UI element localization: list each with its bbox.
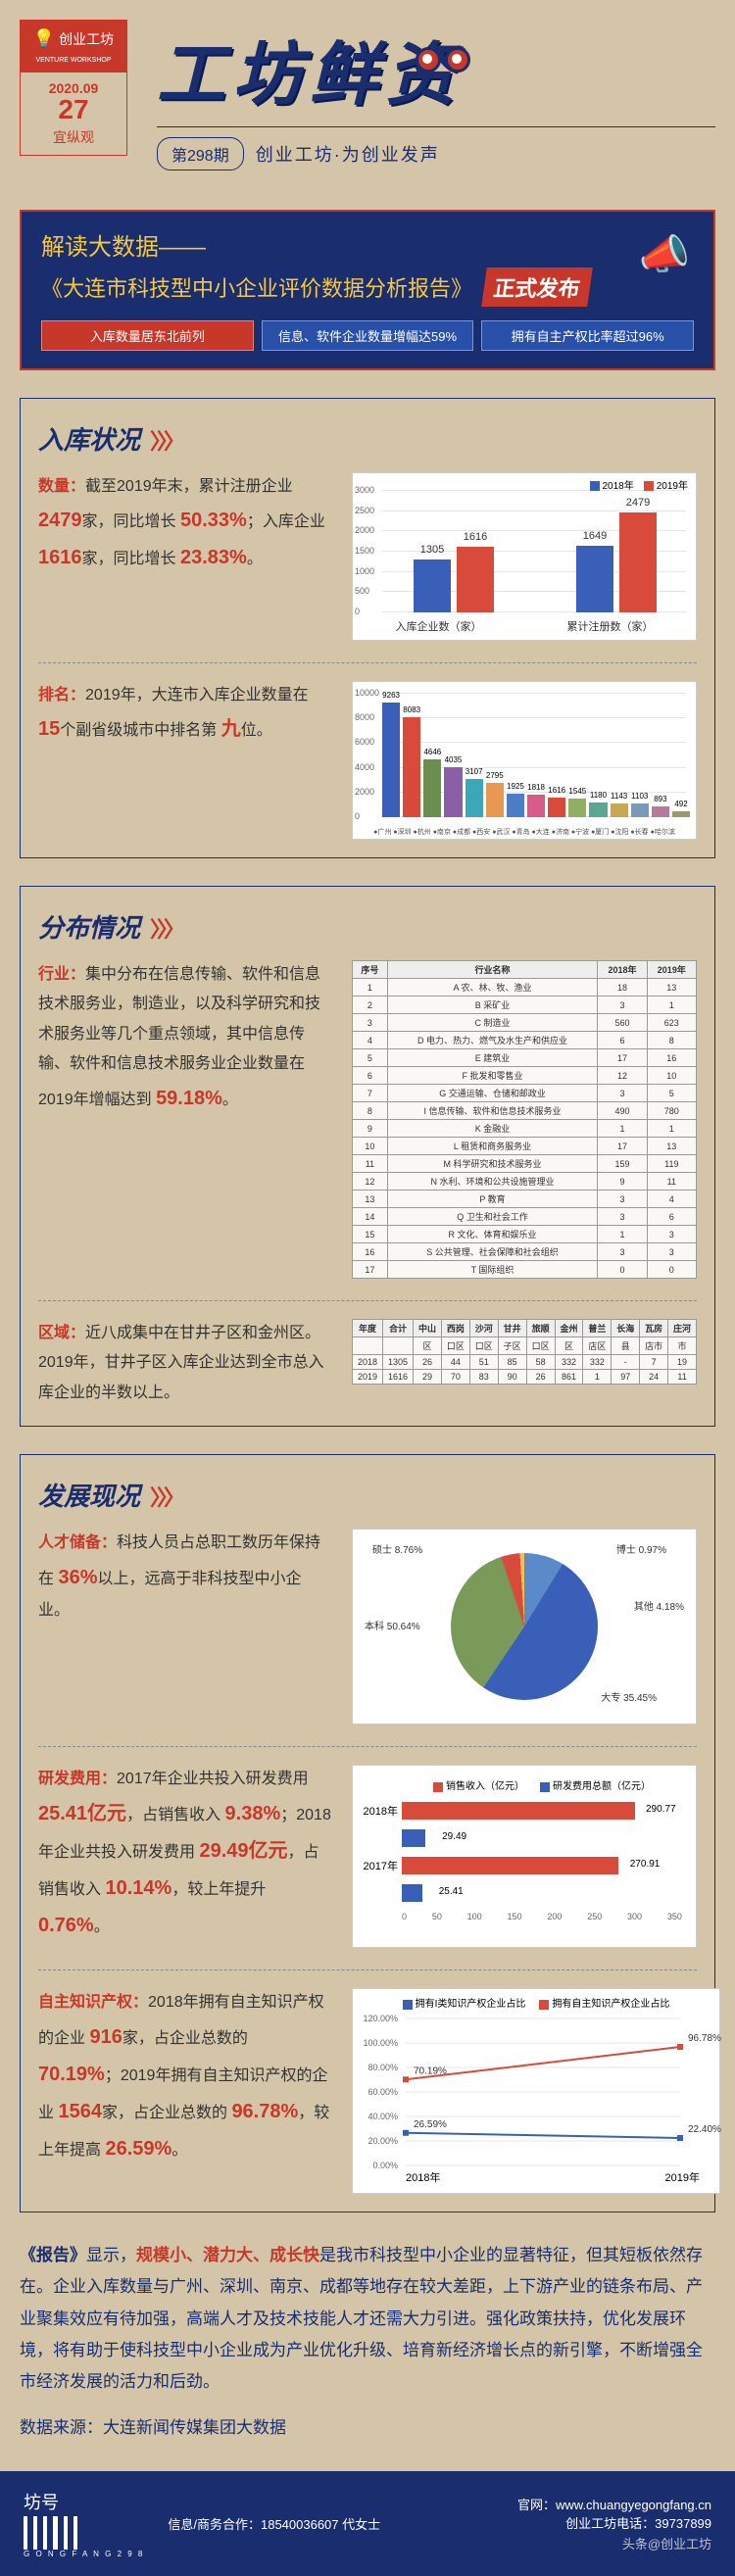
svg-text:22.40%: 22.40% [688, 2124, 721, 2135]
text-talent: 人才储备：科技人员占总职工数历年保持在 36%以上，远高于非科技型中小企业。 [38, 1529, 332, 1626]
svg-text:100.00%: 100.00% [363, 2038, 398, 2048]
poster: 💡 创业工坊 VENTURE WORKSHOP 2020.09 27 宜纵观 工… [0, 0, 735, 2576]
text-quantity: 数量：截至2019年末，累计注册企业 2479家，同比增长 50.33%；入库企… [38, 472, 332, 576]
banner: 解读大数据—— 《大连市科技型中小企业评价数据分析报告》 正式发布 📣 入库数量… [20, 210, 715, 370]
svg-text:120.00%: 120.00% [363, 2014, 398, 2023]
issue-badge: 第298期 [157, 137, 244, 170]
svg-text:0.00%: 0.00% [372, 2161, 398, 2170]
report-summary: 《报告》显示，规模小、潜力大、成长快是我市科技型中小企业的显著特征，但其短板依然… [20, 2240, 715, 2444]
svg-text:80.00%: 80.00% [368, 2063, 398, 2072]
table-industry: 序号行业名称2018年2019年1A 农、林、牧、渔业18132B 采矿业313… [352, 960, 697, 1279]
tag: 入库数量居东北前列 [41, 320, 254, 351]
chart-rd-hbar: 销售收入（亿元）研发费用总额（亿元）2018年290.7729.492017年2… [352, 1765, 697, 1948]
section-title: 入库状况〉〉〉 [38, 420, 697, 457]
svg-text:96.78%: 96.78% [688, 2033, 721, 2044]
chevron-icon: 〉〉〉 [150, 1485, 181, 1510]
date-tag: 宜纵观 [24, 127, 122, 147]
text-industry: 行业：集中分布在信息传输、软件和信息技术服务业，制造业，以及科学研究和技术服务业… [38, 960, 332, 1117]
svg-text:26.59%: 26.59% [414, 2119, 447, 2130]
chart-ranking-bar: 0200040006000800010000926380834646403531… [352, 681, 697, 840]
table-region: 年度合计中山西岗沙河甘井旅顺金州普兰长海瓦房庄河区口区口区子区口区区店区县店市市… [352, 1319, 697, 1385]
brand-en: VENTURE WORKSHOP [35, 57, 111, 64]
eyes-icon [414, 10, 472, 88]
section-development: 发展现况〉〉〉 人才储备：科技人员占总职工数历年保持在 36%以上，远高于非科技… [20, 1454, 715, 2212]
date-day: 27 [24, 96, 122, 123]
brand: 创业工坊 [59, 31, 114, 47]
section-title: 发展现况〉〉〉 [38, 1477, 697, 1513]
bulb-icon: 💡 [33, 28, 55, 48]
chart-inventory-bar: 0500100015002000250030002018年2019年130516… [352, 472, 697, 641]
text-rd: 研发费用：2017年企业共投入研发费用 25.41亿元，占销售收入 9.38%；… [38, 1765, 332, 1943]
banner-line1: 解读大数据—— [41, 227, 694, 262]
slogan: 创业工坊·为创业发声 [256, 141, 440, 167]
banner-line2: 《大连市科技型中小企业评价数据分析报告》 正式发布 [41, 267, 694, 307]
svg-text:20.00%: 20.00% [368, 2136, 398, 2146]
footer: 坊号 G O N G F A N G 2 9 8 信息/商务合作：1854003… [0, 2471, 735, 2576]
text-ranking: 排名：2019年，大连市入库企业数量在 15个副省级城市中排名第 九位。 [38, 681, 332, 748]
tag: 拥有自主产权比率超过96% [481, 320, 694, 351]
text-ip: 自主知识产权：2018年拥有自主知识产权的企业 916家，占企业总数的 70.1… [38, 1988, 332, 2166]
svg-text:40.00%: 40.00% [368, 2112, 398, 2121]
barcode-icon [24, 2516, 82, 2550]
chevron-icon: 〉〉〉 [150, 917, 181, 942]
main-title: 工坊鲜资 [157, 20, 715, 119]
chart-talent-pie: 硕士 8.76%本科 50.64%大专 35.45%其他 4.18%博士 0.9… [352, 1529, 697, 1725]
section-distribution: 分布情况〉〉〉 行业：集中分布在信息传输、软件和信息技术服务业，制造业，以及科学… [20, 886, 715, 1427]
text-region: 区域：近八成集中在甘井子区和金州区。2019年，甘井子区入库企业达到全市总入库企… [38, 1319, 332, 1408]
svg-text:70.19%: 70.19% [414, 2066, 447, 2076]
tags: 入库数量居东北前列 信息、软件企业数量增幅达59% 拥有自主产权比率超过96% [41, 320, 694, 351]
section-title: 分布情况〉〉〉 [38, 908, 697, 945]
header: 💡 创业工坊 VENTURE WORKSHOP 2020.09 27 宜纵观 工… [0, 0, 735, 190]
chart-ip-line: 拥有I类知识产权企业占比拥有自主知识产权企业占比0.00%20.00%40.00… [352, 1988, 720, 2194]
tag: 信息、软件企业数量增幅达59% [262, 320, 474, 351]
logo-box: 💡 创业工坊 VENTURE WORKSHOP 2020.09 27 宜纵观 [20, 20, 127, 156]
megaphone-icon: 📣 [639, 231, 690, 279]
svg-text:60.00%: 60.00% [368, 2087, 398, 2097]
section-inventory: 入库状况〉〉〉 数量：截至2019年末，累计注册企业 2479家，同比增长 50… [20, 398, 715, 858]
publish-badge: 正式发布 [481, 267, 593, 307]
chevron-icon: 〉〉〉 [150, 429, 181, 454]
